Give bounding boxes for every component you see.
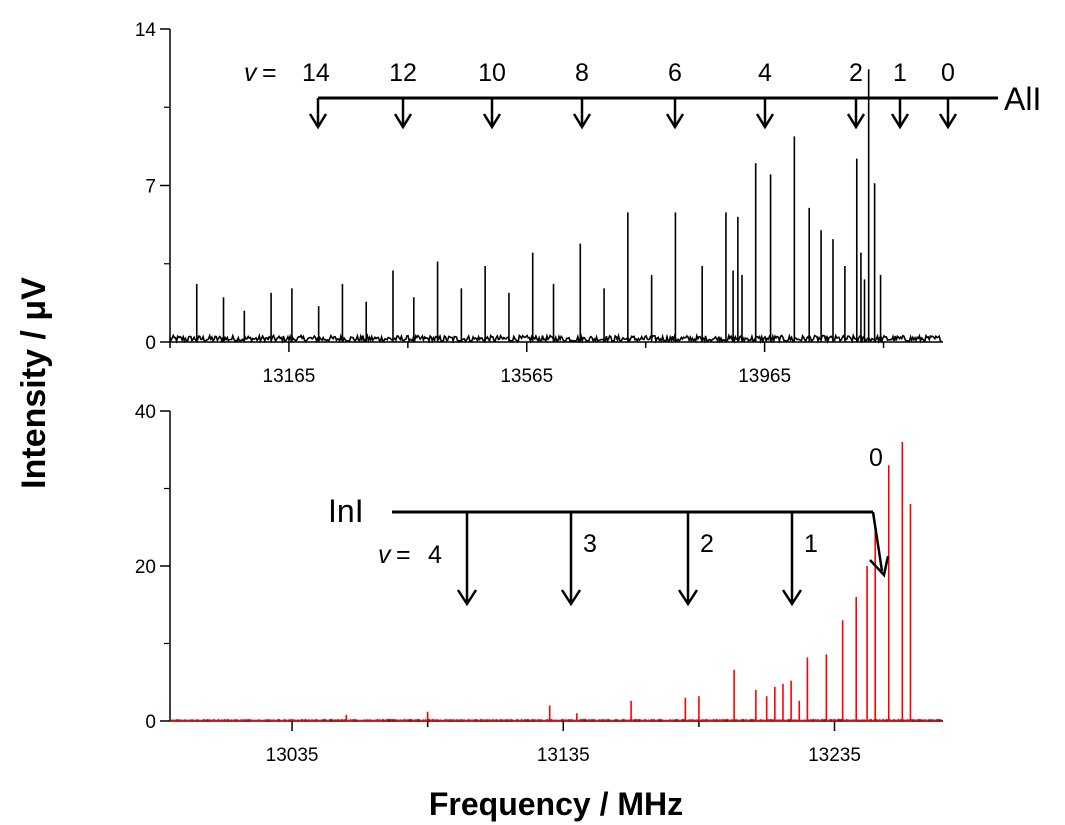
x-tick-label: 13565 — [500, 366, 553, 387]
ini-arrow-head — [677, 589, 699, 607]
ali-arrow-head — [308, 113, 328, 130]
ali-v-label: 0 — [941, 59, 955, 87]
ini-v-label: 2 — [700, 530, 714, 558]
ali-v-label: 1 — [893, 59, 907, 87]
x-tick-label: 13135 — [537, 745, 590, 766]
x-axis-title: Frequency / MHz — [429, 786, 683, 822]
ini-label: InI — [328, 493, 364, 529]
ini-v-label: 0 — [869, 444, 883, 472]
ini-arrow-head — [781, 589, 803, 607]
ali-arrow-head — [393, 113, 413, 130]
y-tick-label: 0 — [145, 333, 156, 354]
y-tick-label: 40 — [135, 402, 156, 423]
ali-arrow-head — [755, 113, 775, 130]
ini-arrow-head — [560, 589, 582, 607]
x-tick-label: 13165 — [263, 366, 316, 387]
ini-v-label: 1 — [804, 530, 818, 558]
ali-v-label: 4 — [758, 59, 772, 87]
ali-v-label: 8 — [575, 59, 589, 87]
y-axis-title: Intensity / μV — [15, 277, 53, 489]
ini-v-prefix: v — [378, 541, 392, 569]
y-tick-label: 20 — [135, 557, 156, 578]
ini-arrow-stem — [871, 511, 884, 572]
ini-arrow-head — [456, 589, 478, 607]
ali-label: AlI — [1004, 81, 1041, 117]
ali-arrow-head — [846, 113, 866, 130]
ali-arrow-head — [572, 113, 592, 130]
spectrum-baseline — [169, 332, 942, 345]
ali-arrow-head — [890, 113, 910, 130]
ali-arrow-head — [665, 113, 685, 130]
x-tick-label: 13035 — [266, 745, 319, 766]
ali-v-label: 10 — [478, 59, 506, 87]
y-tick-label: 14 — [135, 20, 157, 41]
ini-v-equals: = — [396, 541, 411, 569]
ali-arrow-head — [938, 113, 958, 130]
ali-v-equals: = — [262, 59, 277, 87]
x-tick-label: 13235 — [808, 745, 861, 766]
ali-v-label: 12 — [389, 59, 417, 87]
ali-v-label: 6 — [668, 59, 682, 87]
ini-v-label: 3 — [583, 530, 597, 558]
ini-v-label: 4 — [428, 541, 442, 569]
y-tick-label: 0 — [145, 712, 156, 733]
ali-v-label: 2 — [849, 59, 863, 87]
ali-v-label: 14 — [302, 59, 330, 87]
ali-v-prefix: v — [244, 59, 258, 87]
y-tick-label: 7 — [145, 177, 156, 198]
ini-arrow-head — [869, 555, 890, 578]
spectrum-baseline — [170, 718, 942, 722]
ali-arrow-head — [482, 113, 502, 130]
x-tick-label: 13965 — [738, 366, 791, 387]
